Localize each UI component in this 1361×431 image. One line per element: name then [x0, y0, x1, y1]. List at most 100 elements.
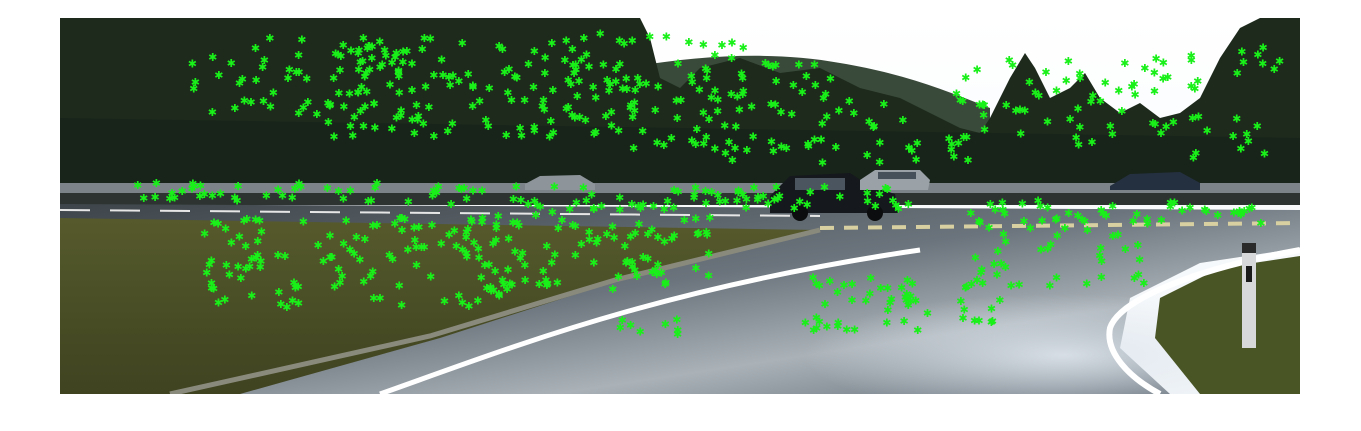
feature-point-marker: ✱: [1189, 152, 1198, 165]
feature-point-marker: ✱: [795, 195, 804, 208]
feature-point-marker: ✱: [1075, 67, 1084, 80]
feature-point-marker: ✱: [1008, 59, 1017, 72]
feature-point-marker: ✱: [768, 61, 777, 74]
feature-point-marker: ✱: [713, 94, 722, 107]
feature-point-marker: ✱: [999, 228, 1008, 241]
feature-point-marker: ✱: [170, 192, 179, 205]
feature-point-marker: ✱: [653, 259, 662, 272]
feature-point-marker: ✱: [536, 201, 545, 214]
feature-point-marker: ✱: [502, 283, 511, 296]
feature-point-marker: ✱: [810, 134, 819, 147]
feature-point-marker: ✱: [847, 278, 856, 291]
feature-point-marker: ✱: [312, 108, 321, 121]
feature-point-marker: ✱: [801, 316, 810, 329]
feature-point-marker: ✱: [667, 132, 676, 145]
feature-point-marker: ✱: [448, 118, 457, 131]
feature-point-marker: ✱: [467, 216, 476, 229]
feature-point-marker: ✱: [475, 95, 484, 108]
feature-point-marker: ✱: [1127, 80, 1136, 93]
feature-point-marker: ✱: [251, 251, 260, 264]
feature-point-marker: ✱: [699, 38, 708, 51]
feature-point-marker: ✱: [720, 119, 729, 132]
feature-point-marker: ✱: [139, 192, 148, 205]
curb: [169, 227, 821, 394]
feature-point-marker: ✱: [461, 231, 470, 244]
feature-point-marker: ✱: [369, 98, 378, 111]
feature-point-marker: ✱: [1001, 236, 1010, 249]
feature-point-marker: ✱: [213, 217, 222, 230]
feature-point-marker: ✱: [354, 44, 363, 57]
feature-point-marker: ✱: [359, 120, 368, 133]
feature-point-marker: ✱: [207, 255, 216, 268]
feature-point-marker: ✱: [1086, 95, 1095, 108]
feature-point-marker: ✱: [566, 78, 575, 91]
feature-point-marker: ✱: [510, 245, 519, 258]
feature-point-marker: ✱: [991, 203, 1000, 216]
feature-point-marker: ✱: [967, 278, 976, 291]
feature-point-marker: ✱: [345, 243, 354, 256]
feature-point-marker: ✱: [628, 35, 637, 48]
feature-point-marker: ✱: [657, 266, 666, 279]
feature-point-marker: ✱: [589, 257, 598, 270]
feature-point-marker: ✱: [420, 32, 429, 45]
feature-point-marker: ✱: [845, 95, 854, 108]
feature-point-marker: ✱: [424, 101, 433, 114]
feature-point-marker: ✱: [334, 185, 343, 198]
feature-point-marker: ✱: [392, 47, 401, 60]
feature-point-marker: ✱: [987, 316, 996, 329]
feature-point-marker: ✱: [397, 224, 406, 237]
feature-point-marker: ✱: [738, 188, 747, 201]
feature-point-marker: ✱: [701, 185, 710, 198]
feature-point-marker: ✱: [474, 242, 483, 255]
feature-point-marker: ✱: [638, 251, 647, 264]
feature-point-marker: ✱: [469, 236, 478, 249]
feature-point-marker: ✱: [291, 282, 300, 295]
feature-point-marker: ✱: [904, 299, 913, 312]
feature-point-marker: ✱: [908, 277, 917, 290]
feature-point-marker: ✱: [1114, 85, 1123, 98]
feature-point-marker: ✱: [380, 44, 389, 57]
forest-shadow: [60, 118, 1300, 196]
feature-point-marker: ✱: [591, 126, 600, 139]
feature-point-marker: ✱: [1096, 242, 1105, 255]
car-far-right: [1110, 172, 1200, 190]
feature-point-marker: ✱: [292, 66, 301, 79]
feature-point-marker: ✱: [1078, 213, 1087, 226]
car-far-left: [525, 175, 595, 190]
feature-point-marker: ✱: [589, 203, 598, 216]
feature-point-marker: ✱: [542, 279, 551, 292]
feature-point-marker: ✱: [862, 149, 871, 162]
feature-point-marker: ✱: [550, 180, 559, 193]
feature-point-marker: ✱: [891, 199, 900, 212]
feature-point-marker: ✱: [667, 232, 676, 245]
feature-point-marker: ✱: [635, 78, 644, 91]
feature-point-marker: ✱: [419, 117, 428, 130]
feature-point-marker: ✱: [503, 87, 512, 100]
feature-point-marker: ✱: [1177, 205, 1186, 218]
feature-point-marker: ✱: [1202, 124, 1211, 137]
feature-point-marker: ✱: [482, 282, 491, 295]
feature-point-marker: ✱: [209, 283, 218, 296]
feature-point-marker: ✱: [1087, 136, 1096, 149]
feature-point-marker: ✱: [673, 328, 682, 341]
feature-point-marker: ✱: [902, 294, 911, 307]
feature-point-marker: ✱: [670, 229, 679, 242]
feature-point-marker: ✱: [704, 113, 713, 126]
feature-point-marker: ✱: [882, 316, 891, 329]
feature-point-marker: ✱: [468, 81, 477, 94]
feature-point-marker: ✱: [337, 270, 346, 283]
lane-marking-curve-left: [379, 247, 921, 394]
feature-point-marker: ✱: [761, 57, 770, 70]
feature-point-marker: ✱: [573, 90, 582, 103]
feature-point-marker: ✱: [325, 99, 334, 112]
feature-point-marker: ✱: [326, 99, 335, 112]
feature-point-marker: ✱: [707, 91, 716, 104]
feature-point-marker: ✱: [1064, 207, 1073, 220]
feature-point-marker: ✱: [944, 132, 953, 145]
feature-point-marker: ✱: [355, 254, 364, 267]
feature-point-marker: ✱: [662, 30, 671, 43]
feature-point-marker: ✱: [481, 114, 490, 127]
feature-point-marker: ✱: [372, 219, 381, 232]
feature-point-marker: ✱: [689, 192, 698, 205]
feature-point-marker: ✱: [898, 114, 907, 127]
